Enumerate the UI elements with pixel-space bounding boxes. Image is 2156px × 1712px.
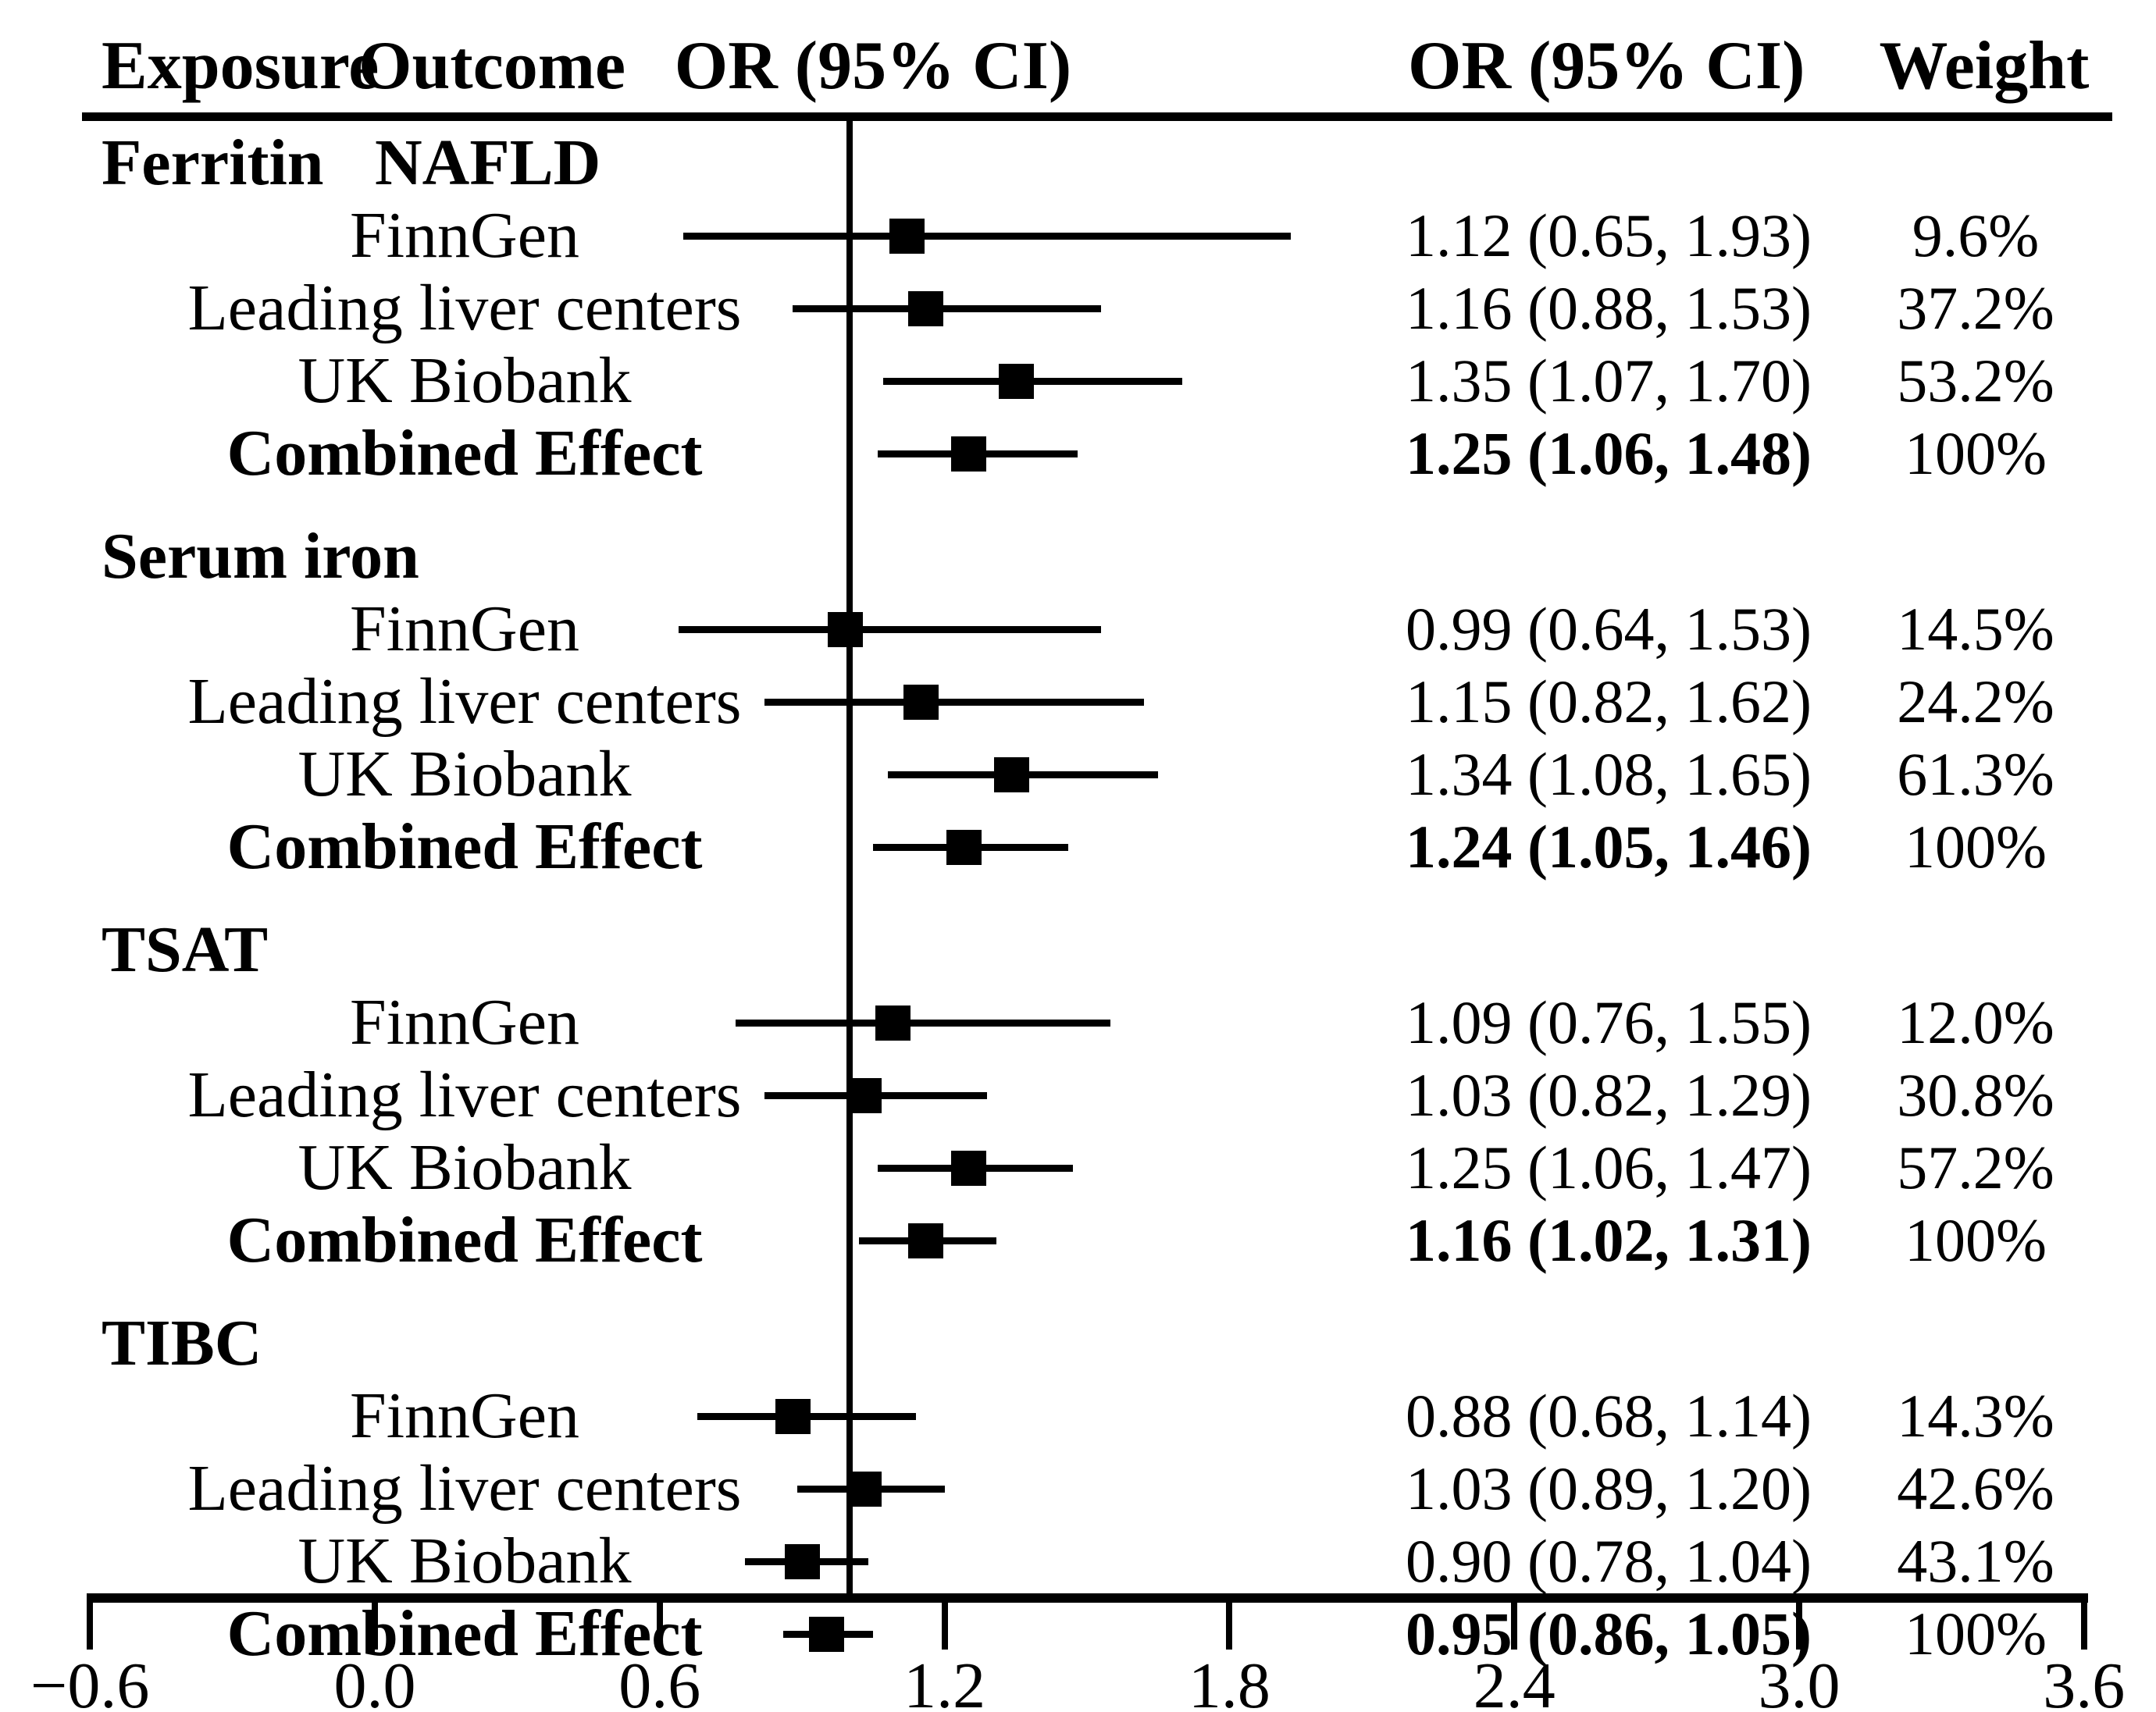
or-ci-value: 1.34 (1.08, 1.65) <box>1406 740 1812 808</box>
ci-line <box>793 305 1102 312</box>
weight-value: 100% <box>1905 813 2047 881</box>
section-exposure-label: TSAT <box>102 913 269 986</box>
or-marker <box>993 757 1029 792</box>
weight-value: 100% <box>1905 1600 2047 1668</box>
or-marker <box>908 1223 944 1258</box>
study-label: Leading liver centers <box>187 1059 742 1131</box>
or-marker <box>808 1617 844 1652</box>
axis-tick-label: 1.2 <box>903 1650 986 1712</box>
axis-tick-label: 0.0 <box>333 1650 416 1712</box>
study-label: UK Biobank <box>298 738 632 810</box>
or-ci-value: 1.35 (1.07, 1.70) <box>1406 347 1812 415</box>
axis-tick <box>1511 1603 1518 1650</box>
header-rule <box>82 112 2112 121</box>
ci-line <box>736 1020 1111 1027</box>
or-ci-value: 0.95 (0.86, 1.05) <box>1406 1600 1812 1668</box>
axis-tick <box>1796 1603 1802 1650</box>
weight-value: 37.2% <box>1897 274 2054 342</box>
column-header-or-ci-plot: OR (95% CI) <box>674 28 1072 104</box>
or-ci-value: 1.03 (0.89, 1.20) <box>1406 1454 1812 1522</box>
ci-line <box>764 699 1144 706</box>
axis-tick <box>372 1603 378 1650</box>
or-marker <box>998 364 1034 399</box>
ci-line <box>679 626 1102 633</box>
weight-value: 57.2% <box>1897 1134 2054 1201</box>
study-label: UK Biobank <box>298 1525 632 1597</box>
x-axis-line <box>87 1593 2088 1603</box>
or-ci-value: 1.25 (1.06, 1.48) <box>1406 419 1812 487</box>
section-exposure-label: Ferritin <box>102 126 324 199</box>
section-exposure-label: Serum iron <box>102 520 419 593</box>
or-ci-value: 1.25 (1.06, 1.47) <box>1406 1134 1812 1201</box>
or-marker <box>903 685 939 720</box>
weight-value: 14.3% <box>1897 1382 2054 1450</box>
column-header-exposure: Exposure <box>102 28 380 104</box>
weight-value: 100% <box>1905 419 2047 487</box>
or-ci-value: 1.15 (0.82, 1.62) <box>1406 667 1812 735</box>
weight-value: 61.3% <box>1897 740 2054 808</box>
section-exposure-label: TIBC <box>102 1307 262 1379</box>
reference-line-or-1 <box>846 121 853 1593</box>
axis-tick <box>1226 1603 1233 1650</box>
or-marker <box>827 612 863 647</box>
or-ci-value: 1.09 (0.76, 1.55) <box>1406 988 1812 1056</box>
column-header-weight: Weight <box>1879 28 2090 104</box>
column-header-or-ci-values: OR (95% CI) <box>1408 28 1805 104</box>
study-label: Combined Effect <box>226 1204 703 1276</box>
study-label: FinnGen <box>350 1379 579 1452</box>
study-label: Combined Effect <box>226 417 703 489</box>
study-label: Combined Effect <box>226 810 703 883</box>
study-label: UK Biobank <box>298 1131 632 1204</box>
weight-value: 42.6% <box>1897 1454 2054 1522</box>
or-ci-value: 0.88 (0.68, 1.14) <box>1406 1382 1812 1450</box>
axis-tick-label: 3.6 <box>2043 1650 2126 1712</box>
axis-tick <box>87 1603 94 1650</box>
weight-value: 30.8% <box>1897 1061 2054 1129</box>
axis-tick-label: 0.6 <box>618 1650 701 1712</box>
or-marker <box>951 436 986 472</box>
ci-line <box>683 233 1292 240</box>
or-ci-value: 1.16 (1.02, 1.31) <box>1406 1206 1812 1274</box>
study-label: FinnGen <box>350 986 579 1059</box>
axis-tick <box>2080 1603 2087 1650</box>
or-ci-value: 1.03 (0.82, 1.29) <box>1406 1061 1812 1129</box>
weight-value: 9.6% <box>1912 201 2040 269</box>
weight-value: 43.1% <box>1897 1527 2054 1595</box>
or-ci-value: 0.99 (0.64, 1.53) <box>1406 595 1812 663</box>
weight-value: 24.2% <box>1897 667 2054 735</box>
or-marker <box>846 1078 882 1113</box>
axis-tick-label: 2.4 <box>1473 1650 1556 1712</box>
axis-tick-label: 1.8 <box>1188 1650 1270 1712</box>
or-ci-value: 1.12 (0.65, 1.93) <box>1406 201 1812 269</box>
weight-value: 53.2% <box>1897 347 2054 415</box>
or-marker <box>785 1544 821 1579</box>
or-ci-value: 1.24 (1.05, 1.46) <box>1406 813 1812 881</box>
or-marker <box>951 1151 986 1186</box>
weight-value: 12.0% <box>1897 988 2054 1056</box>
study-label: FinnGen <box>350 593 579 665</box>
or-marker <box>846 1472 882 1507</box>
or-marker <box>908 291 944 326</box>
or-marker <box>946 830 982 865</box>
study-label: Leading liver centers <box>187 272 742 344</box>
or-marker <box>889 219 925 254</box>
study-label: Combined Effect <box>226 1597 703 1670</box>
study-label: Leading liver centers <box>187 665 742 738</box>
or-ci-value: 1.16 (0.88, 1.53) <box>1406 274 1812 342</box>
or-marker <box>775 1399 811 1434</box>
or-ci-value: 0.90 (0.78, 1.04) <box>1406 1527 1812 1595</box>
section-outcome-label: NAFLD <box>375 126 601 199</box>
axis-tick-label: −0.6 <box>30 1650 150 1712</box>
axis-tick <box>941 1603 948 1650</box>
axis-tick-label: 3.0 <box>1758 1650 1841 1712</box>
study-label: FinnGen <box>350 199 579 272</box>
study-label: Leading liver centers <box>187 1452 742 1525</box>
study-label: UK Biobank <box>298 344 632 417</box>
column-header-outcome: Outcome <box>358 28 626 104</box>
weight-value: 100% <box>1905 1206 2047 1274</box>
or-marker <box>875 1005 911 1041</box>
weight-value: 14.5% <box>1897 595 2054 663</box>
axis-tick <box>656 1603 663 1650</box>
